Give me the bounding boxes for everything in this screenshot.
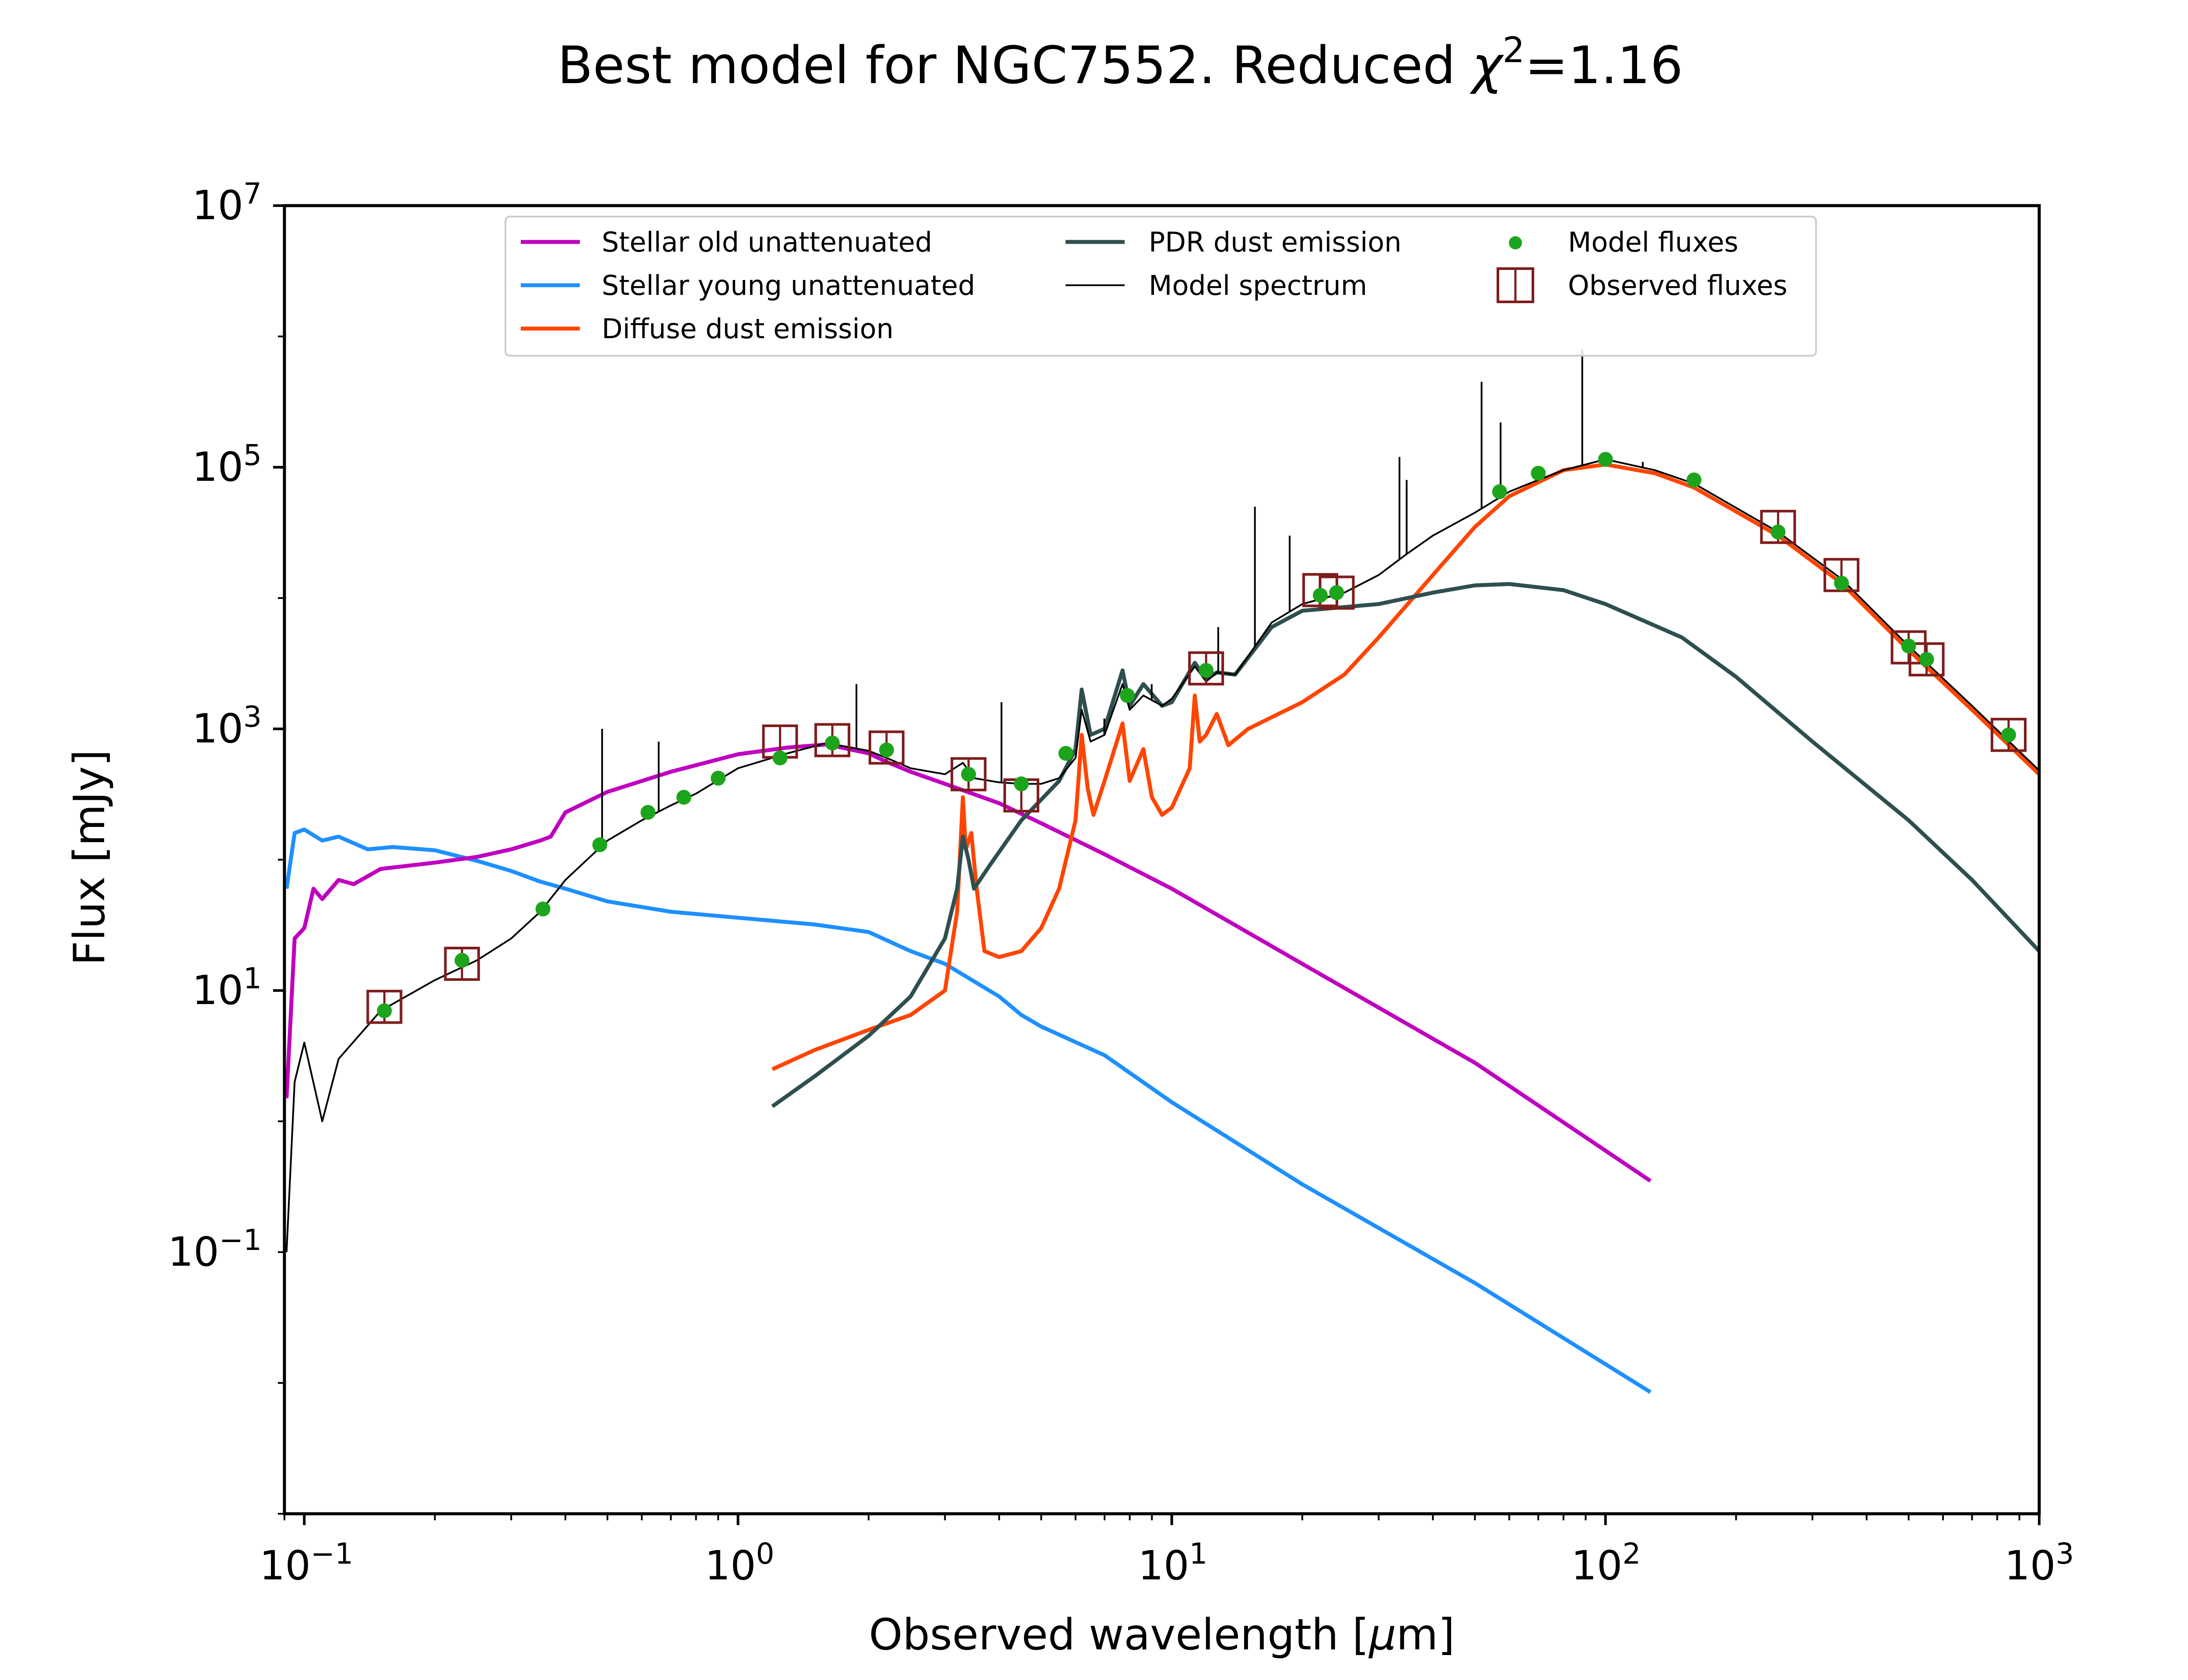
legend-label: Stellar young unattenuated bbox=[602, 270, 975, 301]
model-flux-point bbox=[1834, 575, 1849, 591]
legend-label: PDR dust emission bbox=[1149, 226, 1402, 258]
x-axis-label: Observed wavelength [μm] bbox=[869, 1610, 1455, 1660]
model-flux-point bbox=[879, 742, 894, 758]
y-axis-label: Flux [mJy] bbox=[65, 749, 115, 966]
x-tick-label: 101 bbox=[1138, 1537, 1207, 1589]
legend-label: Model fluxes bbox=[1568, 226, 1738, 258]
x-tick-label: 100 bbox=[705, 1537, 774, 1589]
axis-ticks bbox=[273, 204, 2041, 1525]
model-flux-point bbox=[772, 750, 788, 766]
model-flux-point bbox=[1120, 688, 1135, 703]
legend-label: Diffuse dust emission bbox=[602, 313, 894, 345]
y-tick-label: 107 bbox=[192, 177, 262, 229]
y-tick-label: 101 bbox=[192, 962, 262, 1014]
y-tick-label: 103 bbox=[192, 700, 262, 752]
series-model-spectrum bbox=[285, 458, 2039, 1253]
model-flux-point bbox=[1771, 524, 1786, 539]
model-flux-point bbox=[1058, 746, 1073, 761]
model-flux-point bbox=[676, 790, 691, 805]
model-flux-point bbox=[1199, 663, 1214, 678]
legend-label: Model spectrum bbox=[1149, 270, 1367, 301]
model-flux-point bbox=[1329, 585, 1344, 600]
model-flux-point bbox=[535, 901, 551, 917]
model-flux-point bbox=[454, 953, 470, 968]
x-tick-label: 10−1 bbox=[259, 1537, 353, 1589]
x-tick-labels: 10−1 100 101 102 103 bbox=[259, 1537, 2074, 1589]
x-tick-label: 103 bbox=[2004, 1537, 2074, 1589]
legend: Stellar old unattenuated Stellar young u… bbox=[505, 216, 1817, 357]
model-flux-point bbox=[825, 735, 840, 751]
model-flux-point bbox=[377, 1003, 392, 1018]
observed-flux-marker bbox=[1823, 558, 1860, 592]
x-tick-label: 102 bbox=[1571, 1537, 1641, 1589]
legend-label: Stellar old unattenuated bbox=[602, 226, 932, 258]
chart-title: Best model for NGC7552. Reduced χ2=1.16 bbox=[558, 30, 1683, 95]
model-flux-point bbox=[2001, 727, 2016, 742]
y-tick-label: 105 bbox=[192, 438, 262, 490]
series-stellar-old-unattenuated bbox=[284, 742, 1652, 1183]
model-flux-point bbox=[1313, 588, 1328, 603]
model-flux-point bbox=[592, 837, 607, 852]
model-flux-point bbox=[1901, 638, 1916, 654]
legend-label: Observed fluxes bbox=[1568, 270, 1788, 301]
observed-flux-marker bbox=[868, 730, 905, 765]
observed-flux-marker bbox=[1908, 642, 1945, 677]
model-flux-point bbox=[711, 770, 726, 786]
model-flux-point bbox=[1687, 472, 1702, 487]
emission-lines bbox=[601, 349, 1644, 846]
model-flux-point bbox=[1598, 452, 1613, 467]
observed-flux-marker bbox=[444, 946, 480, 981]
observed-flux-marker bbox=[950, 757, 987, 791]
model-flux-point bbox=[1531, 466, 1546, 481]
model-flux-point bbox=[1492, 484, 1507, 499]
legend-box bbox=[505, 216, 1817, 357]
model-flux-point bbox=[1919, 652, 1934, 667]
series-layer bbox=[284, 458, 2039, 1394]
observed-flux-marker bbox=[1760, 510, 1796, 544]
model-flux-point bbox=[640, 805, 656, 820]
observed-flux-marker bbox=[814, 723, 851, 757]
observed-flux-marker bbox=[1991, 718, 2027, 752]
model-fluxes bbox=[377, 452, 2016, 1018]
series-stellar-young-unattenuated bbox=[284, 827, 1652, 1394]
observed-flux-marker bbox=[1188, 651, 1224, 686]
legend-swatch-model-fluxes bbox=[1509, 236, 1522, 249]
model-flux-point bbox=[1013, 776, 1029, 791]
y-tick-labels: 10−1 101 103 105 107 bbox=[168, 177, 262, 1275]
model-flux-point bbox=[961, 766, 976, 782]
y-tick-label: 10−1 bbox=[168, 1223, 262, 1275]
plot-area bbox=[284, 349, 2039, 1394]
observed-flux-marker bbox=[366, 990, 403, 1024]
observed-flux-marker bbox=[1890, 630, 1927, 665]
